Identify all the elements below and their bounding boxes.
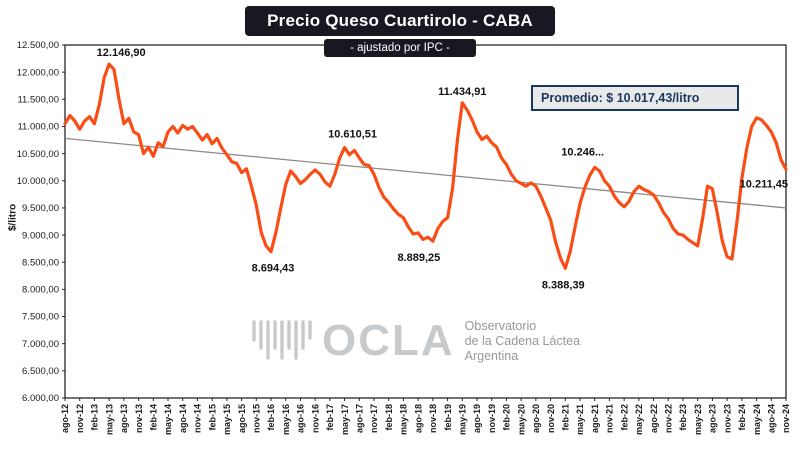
x-tick-label: may-21 — [575, 404, 585, 435]
y-tick-label: 9.000,00 — [22, 230, 59, 241]
x-tick-label: feb-13 — [90, 404, 100, 431]
data-point-annotation: 8.889,25 — [397, 252, 440, 264]
x-tick-label: feb-22 — [619, 404, 629, 431]
data-point-annotation: 10.610,51 — [328, 129, 377, 141]
watermark-line: Observatorio — [464, 318, 537, 333]
data-point-annotation: 10.246... — [561, 146, 604, 158]
data-point-annotation: 8.388,39 — [542, 279, 585, 291]
x-tick-label: ago-24 — [766, 404, 776, 433]
average-callout: Promedio: $ 10.017,43/litro — [531, 85, 739, 111]
trend-line — [64, 137, 787, 209]
x-tick-label: nov-22 — [663, 404, 673, 433]
x-tick-label: ago-15 — [237, 404, 247, 433]
x-tick-label: ago-17 — [354, 404, 364, 433]
ocla-logo-icon — [252, 320, 312, 360]
x-tick-label: feb-21 — [560, 404, 570, 431]
watermark-text: Observatorio de la Cadena Láctea Argenti… — [465, 319, 580, 364]
data-point-annotation: 10.211,45 — [740, 178, 788, 190]
x-tick-label: feb-19 — [443, 404, 453, 431]
y-tick-label: 12.500,00 — [17, 40, 59, 51]
y-tick-label: 9.500,00 — [22, 203, 59, 214]
x-tick-label: feb-15 — [207, 404, 217, 431]
chart-subtitle: - ajustado por IPC - — [324, 39, 476, 57]
chart-title: Precio Queso Cuartirolo - CABA — [245, 6, 555, 36]
y-tick-label: 7.500,00 — [22, 312, 59, 323]
y-tick-label: 10.500,00 — [17, 149, 59, 160]
x-tick-label: ago-20 — [531, 404, 541, 433]
x-tick-label: ago-14 — [178, 404, 188, 433]
x-tick-label: ago-22 — [649, 404, 659, 433]
watermark-line: de la Cadena Láctea — [464, 333, 581, 348]
x-tick-label: may-14 — [163, 404, 173, 435]
chart-header: Precio Queso Cuartirolo - CABA - ajustad… — [0, 6, 800, 57]
x-tick-label: feb-16 — [266, 404, 276, 431]
y-tick-label: 12.000,00 — [17, 67, 59, 78]
x-tick-label: nov-17 — [369, 404, 379, 433]
data-point-annotation: 12.146,90 — [97, 47, 146, 59]
x-tick-label: may-24 — [752, 404, 762, 435]
y-tick-label: 6.000,00 — [22, 393, 59, 404]
y-tick-label: 11.000,00 — [17, 122, 59, 133]
x-tick-label: ago-13 — [119, 404, 129, 433]
x-tick-label: nov-20 — [546, 404, 556, 433]
x-tick-label: feb-24 — [737, 404, 747, 431]
x-tick-label: nov-19 — [487, 404, 497, 433]
x-tick-label: ago-21 — [590, 404, 600, 433]
x-tick-label: may-18 — [399, 404, 409, 435]
y-tick-label: 6.500,00 — [22, 366, 59, 377]
x-tick-label: feb-23 — [678, 404, 688, 431]
x-tick-label: nov-24 — [781, 404, 791, 433]
x-tick-label: nov-13 — [134, 404, 144, 433]
x-tick-label: nov-23 — [722, 404, 732, 433]
x-tick-label: feb-17 — [325, 404, 335, 431]
watermark-brand: OCLA — [322, 316, 455, 365]
x-tick-label: ago-23 — [708, 404, 718, 433]
y-tick-label: 10.000,00 — [17, 176, 59, 187]
x-tick-label: ago-12 — [60, 404, 70, 433]
x-tick-label: may-17 — [340, 404, 350, 435]
y-tick-label: 11.500,00 — [17, 95, 59, 106]
x-tick-label: nov-16 — [310, 404, 320, 433]
watermark-line: Argentina — [464, 348, 519, 363]
x-tick-label: nov-15 — [251, 404, 261, 433]
x-tick-label: may-16 — [281, 404, 291, 435]
x-tick-label: may-23 — [693, 404, 703, 435]
x-tick-label: ago-18 — [413, 404, 423, 433]
x-tick-label: nov-14 — [193, 404, 203, 433]
x-tick-label: ago-19 — [472, 404, 482, 433]
ocla-watermark: OCLA Observatorio de la Cadena Láctea Ar… — [250, 318, 580, 364]
x-tick-label: may-19 — [457, 404, 467, 435]
data-point-annotation: 8.694,43 — [252, 263, 295, 275]
x-tick-label: may-22 — [634, 404, 644, 435]
data-point-annotation: 11.434,91 — [438, 86, 486, 98]
price-series-line — [63, 62, 788, 270]
x-tick-label: feb-14 — [148, 404, 158, 431]
y-tick-label: 8.000,00 — [22, 285, 59, 296]
x-tick-label: nov-12 — [75, 404, 85, 433]
x-tick-label: nov-18 — [428, 404, 438, 433]
x-tick-label: ago-16 — [296, 404, 306, 433]
x-tick-label: feb-20 — [502, 404, 512, 431]
x-tick-label: may-15 — [222, 404, 232, 435]
x-tick-label: may-13 — [104, 404, 114, 435]
x-tick-label: feb-18 — [384, 404, 394, 431]
x-tick-label: nov-21 — [605, 404, 615, 433]
y-tick-label: 7.000,00 — [22, 339, 59, 350]
y-tick-label: 8.500,00 — [22, 257, 59, 268]
x-tick-label: may-20 — [516, 404, 526, 435]
